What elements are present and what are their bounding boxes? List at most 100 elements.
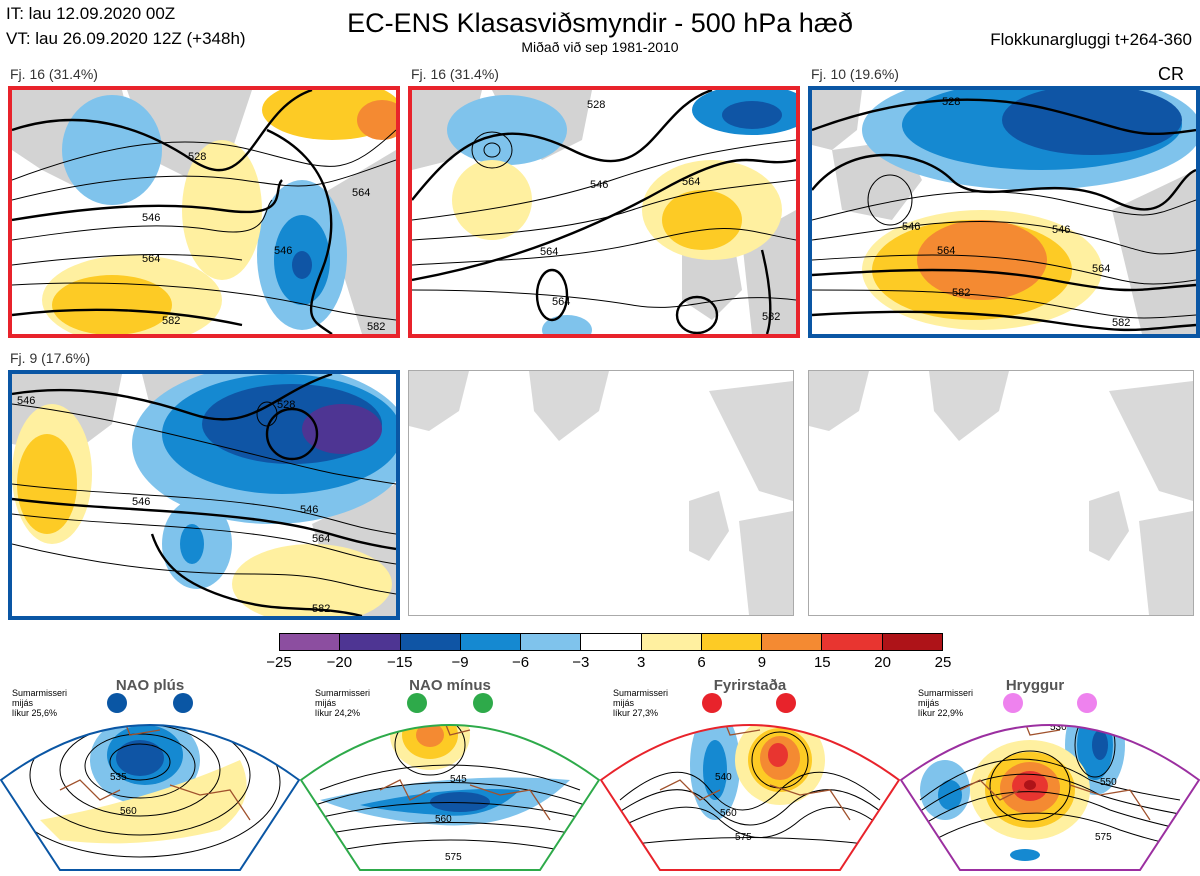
regime-1-map[interactable]: 535 560 (0, 690, 301, 871)
colorbar-swatch (822, 634, 883, 650)
cluster-3-map[interactable]: 528 546 564 546 564 582 582 (808, 86, 1200, 338)
regime-3-map[interactable]: 540 560 575 (599, 690, 901, 871)
colorbar-swatch (641, 634, 702, 650)
regime-2-likelihood: líkur 24,2% (315, 708, 361, 718)
colorbar-tick: −20 (326, 654, 353, 671)
regime-1-season: Sumarmisseri (12, 688, 68, 698)
page-title: EC-ENS Klasasviðsmyndir - 500 hPa hæð (347, 8, 853, 38)
colorbar-swatch (581, 634, 642, 650)
regime-2-contour-label: 560 (435, 814, 452, 825)
colorbar-swatch (701, 634, 763, 650)
cluster-3-contour-label: 582 (1112, 317, 1130, 329)
regime-1-contour-label: 535 (110, 772, 127, 783)
empty-cluster-map-2 (808, 370, 1194, 616)
colorbar-swatch (400, 634, 461, 650)
colorbar-swatch (882, 634, 942, 650)
colorbar-tick: −3 (572, 654, 590, 671)
regime-3-contour-label: 540 (715, 772, 732, 783)
colorbar-tick: 20 (874, 654, 891, 671)
colorbar-tick: −25 (266, 654, 292, 671)
cluster-2-contour-label: 582 (762, 311, 780, 323)
cluster-1-contour-label: 546 (142, 212, 160, 224)
colorbar-swatch (521, 634, 582, 650)
cluster-3-contour-label: 546 (902, 221, 920, 233)
colorbar-swatch (762, 634, 823, 650)
colorbar-tick: 9 (757, 654, 767, 671)
regime-4-contour-label: 575 (1095, 832, 1112, 843)
classification-window-label: Flokkunargluggi t+264-360 (990, 30, 1192, 49)
cluster-1-contour-label: 546 (274, 245, 292, 257)
cluster-3-badge: CR (1158, 64, 1184, 84)
colorbar-tick: −9 (451, 654, 469, 671)
cluster-2-map[interactable]: 528 546 564 564 564 582 (408, 86, 800, 338)
regime-2-contour-label: 575 (445, 852, 462, 863)
colorbar-swatch (340, 634, 401, 650)
regime-4-map[interactable]: 530 550 575 (899, 690, 1200, 871)
cluster-3-contour-label: 564 (1092, 263, 1110, 275)
regime-4-contour-label: 530 (1050, 722, 1067, 733)
cluster-2-contour-label: 528 (587, 99, 605, 111)
cluster-1-map[interactable]: 546 528 564 546 582 564 582 (8, 86, 400, 338)
colorbar-tick: 3 (637, 654, 646, 671)
cluster-4-map[interactable]: 546 528 546 546 564 582 (8, 370, 400, 620)
colorbar-ticks: −25 −20 −15 −9 −6 −3 3 6 9 15 20 25 (266, 654, 951, 674)
cluster-4-contour-label: 546 (17, 395, 35, 407)
regime-4-average: mijás (918, 698, 940, 708)
regime-1-info: Sumarmisseri mijás líkur 25,6% (12, 688, 67, 718)
colorbar-tick: 25 (934, 654, 952, 671)
cluster-3-contour-label: 564 (937, 245, 955, 257)
cluster-3-contour-label: 546 (1052, 224, 1070, 236)
regime-2-season: Sumarmisseri (315, 688, 371, 698)
cluster-3-label: Fj. 10 (19.6%) (811, 66, 899, 82)
regime-1-title: NAO plús (115, 677, 185, 694)
cluster-2-contour-label: 546 (590, 179, 608, 191)
valid-time-label: VT: lau 26.09.2020 12Z (+348h) (6, 29, 246, 48)
colorbar-tick: 6 (697, 654, 706, 671)
cluster-3-contour-label: 582 (952, 287, 970, 299)
page-subtitle: Miðað við sep 1981-2010 (521, 39, 679, 55)
cluster-4-contour-label: 564 (312, 533, 330, 545)
regime-3-title: Fyrirstaða (713, 677, 787, 694)
regime-3-average: mijás (613, 698, 635, 708)
cluster-3-contour-label: 528 (942, 96, 960, 108)
regime-1-contour-label: 560 (120, 806, 137, 817)
colorbar-swatch (460, 634, 522, 650)
regime-2-map[interactable]: 545 560 575 (299, 690, 601, 871)
regime-4-title: Hryggur (1005, 677, 1065, 694)
cluster-4-contour-label: 582 (312, 603, 330, 615)
cluster-2-contour-label: 564 (540, 246, 558, 258)
regime-2-title: NAO mínus (409, 677, 491, 694)
cluster-4-contour-label: 546 (132, 496, 150, 508)
cluster-2-contour-label: 564 (682, 176, 700, 188)
regime-2-contour-label: 545 (450, 774, 467, 785)
cluster-1-label: Fj. 16 (31.4%) (10, 66, 98, 82)
regime-3-season: Sumarmisseri (613, 688, 669, 698)
cluster-1-contour-label: 582 (367, 321, 385, 333)
colorbar-tick: −6 (511, 654, 530, 671)
cluster-1-contour-label: 564 (352, 187, 370, 199)
regime-4-info: Sumarmisseri mijás líkur 22,9% (918, 688, 973, 718)
cluster-2-label: Fj. 16 (31.4%) (411, 66, 499, 82)
cluster-1-contour-label: 582 (162, 315, 180, 327)
regime-4-likelihood: líkur 22,9% (918, 708, 964, 718)
regime-2-average: mijás (315, 698, 337, 708)
regime-4-season: Sumarmisseri (918, 688, 974, 698)
regime-1-average: mijás (12, 698, 34, 708)
regime-3-contour-label: 560 (720, 808, 737, 819)
cluster-4-contour-label: 528 (277, 399, 295, 411)
cluster-1-contour-label: 564 (142, 253, 160, 265)
initial-time-label: IT: lau 12.09.2020 00Z (6, 4, 176, 23)
regime-1-likelihood: líkur 25,6% (12, 708, 58, 718)
cluster-2-contour-label: 564 (552, 296, 570, 308)
colorbar-tick: 15 (813, 654, 831, 671)
empty-cluster-map-1 (408, 370, 794, 616)
anomaly-colorbar (279, 633, 943, 651)
colorbar-swatch (280, 634, 341, 650)
regime-4-contour-label: 550 (1100, 777, 1117, 788)
cluster-4-contour-label: 546 (300, 504, 318, 516)
colorbar-tick: −15 (386, 654, 413, 671)
cluster-1-contour-label: 528 (188, 151, 206, 163)
cluster-4-label: Fj. 9 (17.6%) (10, 350, 91, 366)
regime-2-info: Sumarmisseri mijás líkur 24,2% (315, 688, 370, 718)
regime-3-info: Sumarmisseri mijás líkur 27,3% (613, 688, 668, 718)
